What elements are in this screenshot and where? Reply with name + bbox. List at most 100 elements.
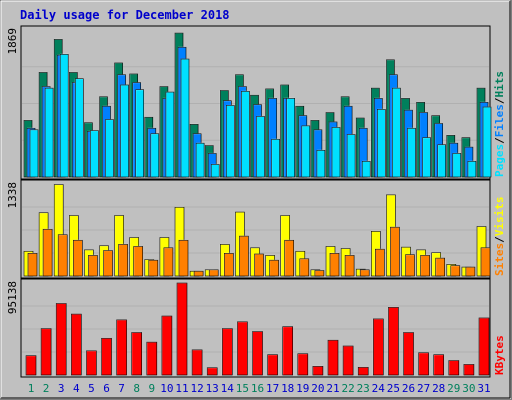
bar-files-day-17-face (268, 98, 277, 177)
bar-pages-day-11-face (181, 59, 189, 177)
bar-sites-day-19-face (299, 258, 309, 276)
bar-pages-day-22-face (347, 134, 356, 177)
bar-kbytes-day-9-edge (146, 341, 158, 376)
bar-kbytes-day-27-edge (418, 352, 429, 376)
x-tick-label-6: 6 (103, 382, 110, 395)
bar-pages-day-25-face (392, 88, 401, 177)
bar-sites-day-15-edge (239, 235, 249, 277)
bar-kbytes-day-28-face (433, 354, 444, 375)
bar-sites-day-28-edge (435, 257, 446, 277)
bar-kbytes-day-13-edge (206, 367, 218, 376)
bar-sites-day-2-edge (42, 228, 53, 277)
bar-sites-day-6-face (103, 250, 113, 276)
bar-pages-day-21-edge (331, 127, 341, 178)
bar-sites-day-1-edge (27, 253, 38, 277)
bar-sites-day-22-face (345, 255, 355, 276)
bar-pages-day-9-face (150, 133, 159, 177)
bar-kbytes-day-4-face (71, 314, 82, 375)
bar-sites-day-15-face (239, 236, 249, 276)
bar-sites-day-21-face (330, 253, 339, 276)
bar-kbytes-day-9-face (146, 342, 157, 375)
bar-pages-day-2-face (45, 88, 54, 177)
bar-sites-day-22-edge (344, 255, 355, 277)
bar-sites-day-21-edge (329, 253, 340, 277)
bar-kbytes-day-22-edge (342, 345, 354, 376)
bar-files-day-23-face (359, 128, 368, 177)
bar-pages-day-12-face (196, 143, 205, 177)
bar-pages-day-16-edge (256, 116, 265, 178)
x-tick-label-10: 10 (160, 382, 173, 395)
bar-pages-day-24-face (377, 109, 386, 177)
bar-pages-day-8-edge (135, 89, 144, 178)
bar-pages-day-31-edge (482, 106, 492, 178)
bar-sites-day-17-face (269, 260, 279, 276)
bar-pages-day-27-edge (422, 137, 431, 178)
legend-kbytes: KBytes (493, 335, 506, 375)
bar-pages-day-7-face (120, 84, 129, 177)
x-tick-label-26: 26 (402, 382, 415, 395)
bar-pages-day-5-edge (90, 130, 99, 178)
bar-pages-day-29-face (452, 153, 461, 177)
bar-pages-day-29-edge (452, 153, 462, 178)
bar-pages-day-28-edge (437, 144, 447, 178)
x-tick-label-28: 28 (432, 382, 445, 395)
legend-hits: Hits (493, 71, 506, 98)
bar-kbytes-day-26-edge (403, 332, 414, 376)
bar-pages-day-27-face (422, 137, 431, 177)
bar-sites-day-4-edge (73, 239, 83, 277)
x-tick-label-2: 2 (43, 382, 50, 395)
bar-pages-day-14-face (226, 105, 235, 177)
bar-kbytes-day-20-edge (312, 365, 324, 376)
legend-top: Pages/Files/Hits (493, 71, 506, 177)
bar-pages-day-15-face (241, 91, 250, 177)
bar-pages-day-24-edge (376, 109, 386, 178)
bar-pages-day-30-edge (467, 160, 477, 178)
bar-kbytes-day-8-face (131, 332, 142, 375)
bar-kbytes-day-14-face (222, 328, 233, 375)
bar-sites-day-12-face (194, 271, 204, 276)
bar-sites-day-18-face (284, 240, 294, 276)
legend-slash-1: / (493, 137, 506, 144)
bar-kbytes-day-17-edge (267, 354, 278, 376)
bar-kbytes-day-17-face (267, 354, 278, 375)
bar-sites-day-30-face (465, 267, 475, 276)
bar-pages-day-26-edge (407, 127, 416, 178)
bar-pages-day-31-face (483, 107, 491, 177)
bar-sites-day-11-edge (178, 239, 189, 277)
bar-pages-day-1-face (30, 129, 38, 177)
x-tick-label-29: 29 (447, 382, 460, 395)
bar-kbytes-day-26-face (403, 332, 414, 375)
bar-sites-day-10-face (163, 247, 173, 276)
bar-sites-day-8-face (133, 246, 143, 276)
bar-kbytes-day-16-edge (252, 331, 263, 376)
bar-sites-day-31-edge (480, 247, 491, 277)
bar-pages-day-17-edge (271, 138, 280, 178)
bar-kbytes-day-4-edge (71, 313, 82, 376)
bar-kbytes-day-8-edge (131, 332, 142, 376)
bar-pages-day-25-edge (392, 87, 401, 178)
bar-pages-day-20-edge (316, 149, 326, 178)
bar-kbytes-day-1-edge (25, 355, 37, 376)
bar-sites-day-25-face (390, 227, 400, 276)
bar-pages-day-28-face (437, 144, 446, 177)
bar-kbytes-day-29-face (448, 360, 459, 375)
bar-sites-day-3-edge (57, 234, 68, 277)
x-tick-label-19: 19 (296, 382, 309, 395)
bar-pages-day-4-edge (75, 78, 84, 178)
bar-kbytes-day-12-face (192, 349, 203, 375)
bar-sites-day-7-edge (118, 244, 128, 277)
bar-kbytes-day-2-face (41, 328, 52, 375)
bar-pages-day-13-edge (210, 164, 220, 178)
bar-kbytes-day-2-edge (40, 328, 52, 376)
bar-kbytes-day-15-face (237, 321, 248, 375)
bar-pages-day-6-face (105, 119, 114, 177)
bar-pages-day-15-edge (241, 90, 250, 178)
bar-kbytes-day-14-edge (222, 328, 233, 376)
bar-kbytes-day-7-face (116, 319, 127, 375)
bar-kbytes-day-24-face (373, 318, 384, 375)
x-tick-label-25: 25 (387, 382, 400, 395)
bar-sites-day-26-face (405, 254, 415, 276)
x-tick-label-5: 5 (88, 382, 95, 395)
bar-visits-day-3-face (54, 184, 64, 276)
bar-kbytes-day-3-face (56, 303, 67, 375)
